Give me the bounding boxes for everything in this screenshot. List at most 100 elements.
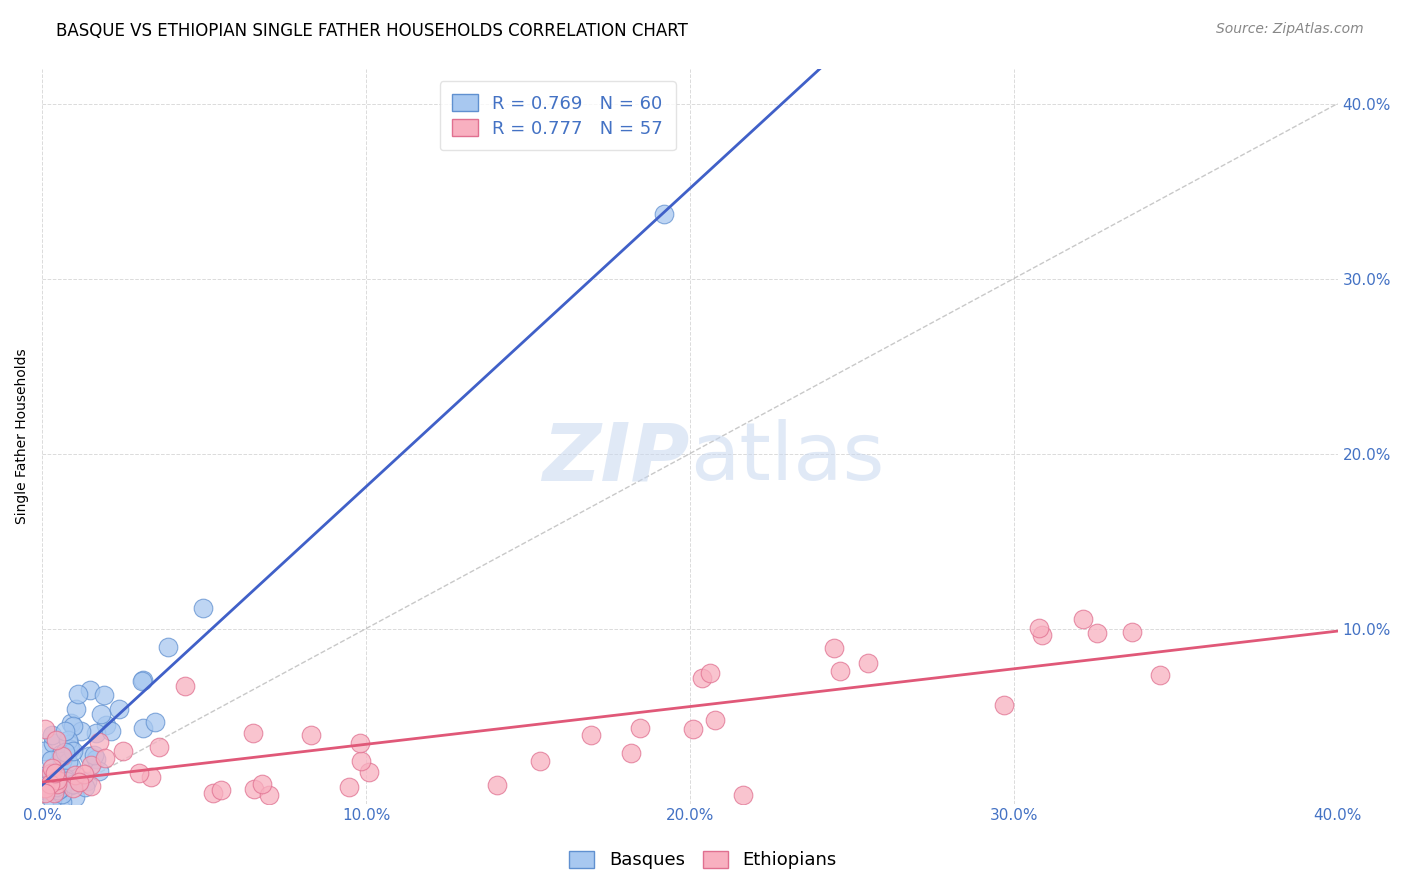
- Point: [51, 787, 73, 801]
- Point: [143, 714, 166, 729]
- Point: [51, 795, 73, 809]
- Point: [65, 702, 87, 716]
- Point: [53, 724, 76, 739]
- Point: [141, 770, 163, 784]
- Point: [350, 754, 373, 768]
- Point: [733, 788, 755, 802]
- Point: [84, 752, 107, 766]
- Point: [34, 781, 56, 796]
- Point: [44, 782, 66, 797]
- Point: [257, 788, 280, 802]
- Point: [53, 771, 76, 785]
- Point: [529, 755, 551, 769]
- Point: [132, 673, 155, 688]
- Point: [128, 766, 150, 780]
- Point: [39, 753, 62, 767]
- Point: [628, 721, 651, 735]
- Point: [243, 782, 266, 797]
- Point: [148, 740, 170, 755]
- Point: [1149, 668, 1171, 682]
- Point: [60, 715, 83, 730]
- Point: [56, 756, 79, 770]
- Point: [41, 728, 63, 742]
- Point: [34, 781, 56, 796]
- Point: [209, 782, 232, 797]
- Point: [1121, 625, 1143, 640]
- Point: [45, 772, 67, 787]
- Point: [58, 737, 80, 751]
- Point: [191, 601, 214, 615]
- Point: [76, 773, 98, 788]
- Point: [87, 764, 110, 779]
- Point: [46, 777, 69, 791]
- Point: [94, 751, 117, 765]
- Point: [41, 761, 63, 775]
- Point: [93, 688, 115, 702]
- Point: [690, 671, 713, 685]
- Point: [77, 749, 100, 764]
- Point: [45, 783, 67, 797]
- Point: [51, 749, 73, 764]
- Point: [39, 776, 62, 790]
- Point: [80, 779, 103, 793]
- Point: [86, 725, 108, 739]
- Point: [41, 793, 63, 807]
- Point: [51, 781, 73, 796]
- Point: [56, 732, 79, 747]
- Point: [69, 723, 91, 738]
- Point: [349, 736, 371, 750]
- Point: [83, 748, 105, 763]
- Point: [620, 746, 643, 760]
- Point: [55, 774, 77, 789]
- Point: [34, 782, 56, 797]
- Point: [107, 702, 129, 716]
- Point: [62, 744, 84, 758]
- Point: [250, 777, 273, 791]
- Point: [63, 789, 86, 804]
- Point: [44, 766, 66, 780]
- Point: [993, 698, 1015, 713]
- Point: [56, 774, 79, 789]
- Point: [704, 714, 727, 728]
- Point: [112, 744, 135, 758]
- Point: [42, 786, 65, 800]
- Point: [34, 786, 56, 800]
- Point: [32, 769, 55, 783]
- Point: [1031, 628, 1053, 642]
- Point: [1028, 621, 1050, 635]
- Point: [62, 719, 84, 733]
- Point: [90, 706, 112, 721]
- Point: [100, 723, 122, 738]
- Point: [830, 665, 852, 679]
- Point: [58, 741, 80, 756]
- Point: [201, 786, 224, 800]
- Point: [242, 726, 264, 740]
- Y-axis label: Single Father Households: Single Father Households: [15, 348, 30, 524]
- Point: [299, 728, 322, 742]
- Point: [682, 723, 704, 737]
- Point: [53, 746, 76, 760]
- Point: [87, 735, 110, 749]
- Point: [62, 777, 84, 791]
- Point: [67, 775, 90, 789]
- Text: atlas: atlas: [690, 419, 884, 497]
- Point: [337, 780, 360, 794]
- Point: [34, 722, 56, 736]
- Point: [65, 767, 87, 781]
- Point: [39, 765, 62, 780]
- Point: [73, 780, 96, 794]
- Point: [79, 757, 101, 772]
- Point: [131, 673, 153, 688]
- Point: [37, 769, 59, 783]
- Text: Source: ZipAtlas.com: Source: ZipAtlas.com: [1216, 22, 1364, 37]
- Point: [581, 729, 603, 743]
- Point: [652, 207, 675, 221]
- Point: [59, 758, 82, 772]
- Point: [45, 733, 67, 747]
- Point: [34, 781, 56, 796]
- Text: ZIP: ZIP: [543, 419, 690, 497]
- Point: [32, 744, 55, 758]
- Point: [34, 774, 56, 789]
- Point: [51, 754, 73, 768]
- Point: [55, 770, 77, 784]
